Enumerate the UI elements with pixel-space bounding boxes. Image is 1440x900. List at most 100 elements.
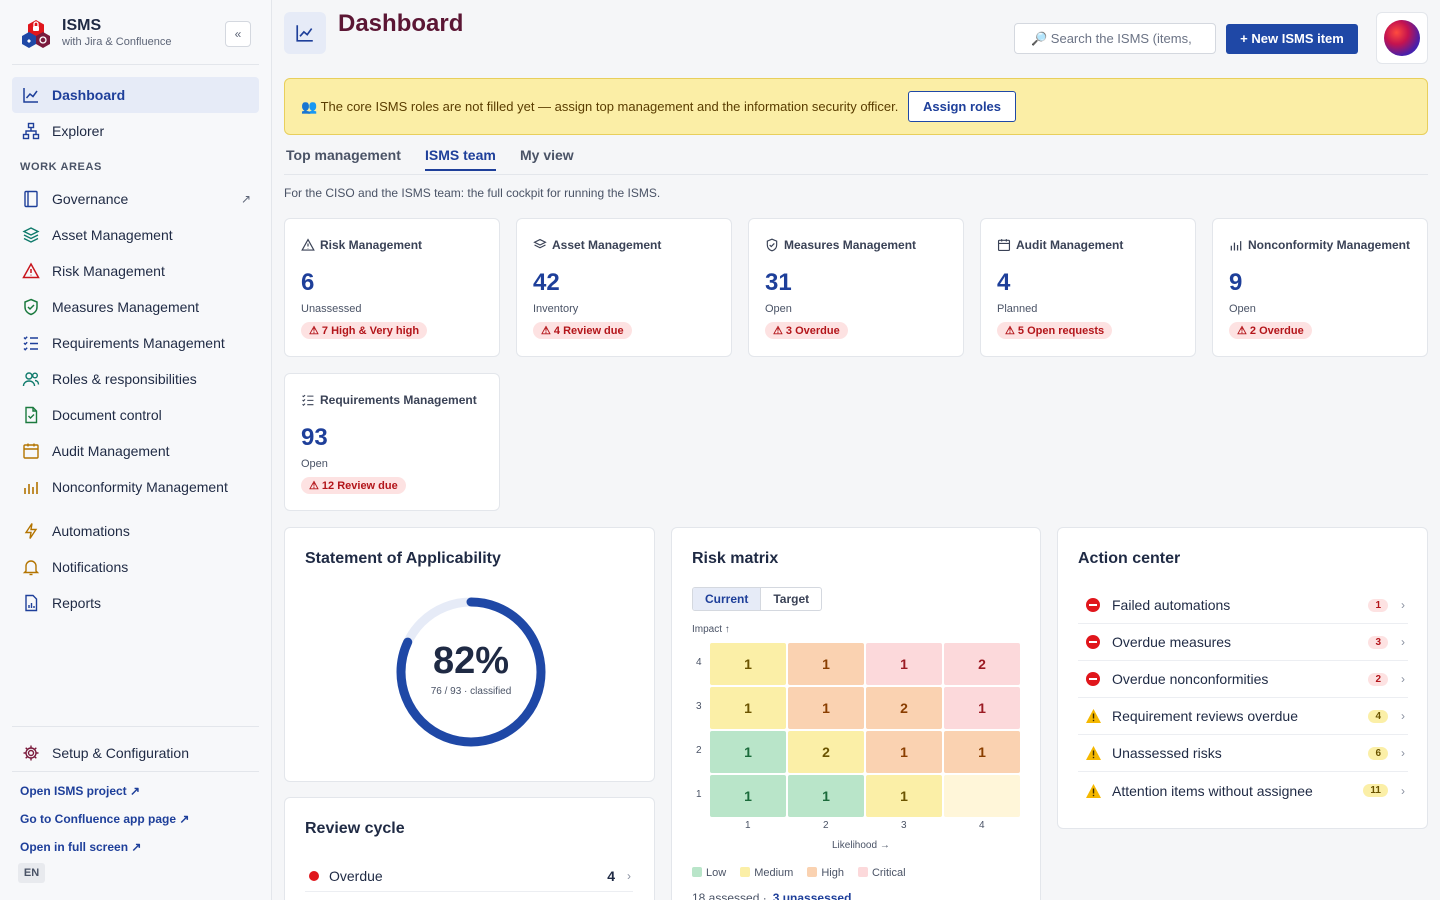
risk-cell[interactable]: 1 [710, 731, 786, 773]
no-entry-icon [1084, 670, 1102, 688]
kpi-requirements-management[interactable]: Requirements Management 93 Open ⚠ 12 Rev… [284, 373, 500, 511]
nav-dashboard[interactable]: Dashboard [12, 77, 259, 113]
kpi-alert-badge[interactable]: ⚠ 12 Review due [301, 477, 406, 494]
tab-isms-team[interactable]: ISMS team [425, 147, 496, 171]
kpi-asset-management[interactable]: Asset Management 42 Inventory ⚠ 4 Review… [516, 218, 732, 357]
nav-explorer[interactable]: Explorer [12, 113, 259, 149]
kpi-alert-badge[interactable]: ⚠ 2 Overdue [1229, 322, 1312, 339]
open-isms-project-link[interactable]: Open ISMS project ↗ [20, 784, 141, 798]
tab-top-management[interactable]: Top management [286, 147, 401, 163]
nav-roles-responsibilities[interactable]: Roles & responsibilities [12, 361, 259, 397]
risk-cell[interactable]: 2 [788, 731, 864, 773]
divider [12, 771, 259, 772]
nav-setup-configuration[interactable]: Setup & Configuration [12, 735, 259, 771]
tab-underline-rule [284, 174, 1428, 175]
kpi-alert-badge[interactable]: ⚠ 5 Open requests [997, 322, 1113, 339]
risk-summary: 18 assessed · 3 unassessed [692, 891, 851, 900]
kpi-audit-management[interactable]: Audit Management 4 Planned ⚠ 5 Open requ… [980, 218, 1196, 357]
risk-cell[interactable] [944, 775, 1020, 817]
chevron-right-icon: › [1401, 598, 1405, 612]
kpi-title: Asset Management [552, 237, 662, 252]
confluence-app-page-link[interactable]: Go to Confluence app page ↗ [20, 812, 190, 826]
kpi-title: Requirements Management [320, 392, 477, 407]
risk-cell[interactable]: 1 [944, 731, 1020, 773]
assign-roles-button[interactable]: Assign roles [908, 91, 1016, 122]
user-menu[interactable] [1376, 12, 1428, 64]
kpi-caption: Inventory [533, 303, 579, 315]
risk-cell[interactable]: 1 [866, 643, 942, 685]
checklist-icon [301, 392, 316, 407]
collapse-sidebar-button[interactable]: « [225, 21, 251, 47]
action-count-badge: 3 [1368, 635, 1388, 649]
action-item[interactable]: Attention items without assignee 11 › [1078, 772, 1408, 809]
action-count-badge: 4 [1368, 709, 1388, 723]
kpi-value: 6 [301, 269, 315, 296]
nav-reports[interactable]: Reports [12, 585, 259, 621]
risk-cell[interactable]: 2 [866, 687, 942, 729]
risk-cell[interactable]: 1 [710, 643, 786, 685]
action-item[interactable]: Overdue nonconformities 2 › [1078, 661, 1408, 698]
search-box[interactable] [1014, 23, 1216, 54]
banner-text: 👥 The core ISMS roles are not filled yet… [301, 99, 899, 114]
shield-check-icon [21, 297, 41, 317]
risk-cell[interactable]: 1 [710, 687, 786, 729]
toggle-target[interactable]: Target [773, 592, 810, 606]
risk-cell[interactable]: 1 [866, 731, 942, 773]
nav-risk-management[interactable]: Risk Management [12, 253, 259, 289]
action-count-badge: 11 [1363, 784, 1388, 797]
kpi-alert-badge[interactable]: ⚠ 3 Overdue [765, 322, 848, 339]
search-input[interactable] [1031, 31, 1191, 46]
kpi-nonconformity-management[interactable]: Nonconformity Management 9 Open ⚠ 2 Over… [1212, 218, 1428, 357]
action-label: Attention items without assignee [1112, 782, 1313, 799]
tab-my-view[interactable]: My view [520, 147, 574, 163]
nav-automations[interactable]: Automations [12, 513, 259, 549]
nav-requirements-management[interactable]: Requirements Management [12, 325, 259, 361]
sidebar: ISMS with Jira & Confluence « Dashboard … [0, 0, 272, 900]
action-item[interactable]: Unassessed risks 6 › [1078, 735, 1408, 772]
nav-audit-management[interactable]: Audit Management [12, 433, 259, 469]
nav-governance[interactable]: Governance ↗ [12, 181, 259, 217]
bar-chart-icon [21, 477, 41, 497]
new-isms-item-button[interactable]: + New ISMS item [1226, 24, 1358, 54]
language-switch[interactable]: EN [18, 863, 45, 883]
no-entry-icon [1084, 596, 1102, 614]
app-name: ISMS [62, 17, 102, 34]
risk-cell[interactable]: 1 [788, 643, 864, 685]
action-item[interactable]: Requirement reviews overdue 4 › [1078, 698, 1408, 735]
warning-triangle-icon [21, 261, 41, 281]
brand[interactable]: ISMS with Jira & Confluence [20, 14, 260, 54]
unassessed-link[interactable]: 3 unassessed [772, 891, 852, 900]
risk-cell[interactable]: 1 [788, 687, 864, 729]
legend-item: Low [692, 867, 726, 879]
risk-cell[interactable]: 1 [710, 775, 786, 817]
full-screen-link[interactable]: Open in full screen ↗ [20, 840, 142, 854]
review-row-overdue[interactable]: Overdue 4 › [305, 860, 633, 892]
action-item[interactable]: Failed automations 1 › [1078, 587, 1408, 624]
kpi-measures-management[interactable]: Measures Management 31 Open ⚠ 3 Overdue [748, 218, 964, 357]
legend-item: High [807, 867, 844, 879]
nav-label: Automations [52, 523, 130, 539]
soa-donut[interactable]: 82% 76 / 93 · classified [393, 594, 549, 750]
nav-nonconformity-management[interactable]: Nonconformity Management [12, 469, 259, 505]
kpi-alert-badge[interactable]: ⚠ 7 High & Very high [301, 322, 428, 339]
nav-label: Setup & Configuration [52, 745, 189, 761]
action-item[interactable]: Overdue measures 3 › [1078, 624, 1408, 661]
risk-cell[interactable]: 1 [866, 775, 942, 817]
nav-measures-management[interactable]: Measures Management [12, 289, 259, 325]
warning-icon [1084, 744, 1102, 762]
risk-cell[interactable]: 1 [788, 775, 864, 817]
kpi-title: Audit Management [1016, 237, 1124, 252]
soa-percent: 82% [432, 640, 510, 682]
risk-cell[interactable]: 2 [944, 643, 1020, 685]
nav-asset-management[interactable]: Asset Management [12, 217, 259, 253]
assessed-count: 18 assessed · [692, 891, 767, 900]
bar-chart-icon [1229, 237, 1244, 252]
legend-item: Critical [857, 867, 906, 879]
kpi-alert-badge[interactable]: ⚠ 4 Review due [533, 322, 632, 339]
nav-notifications[interactable]: Notifications [12, 549, 259, 585]
toggle-current[interactable]: Current [693, 588, 762, 610]
risk-cell[interactable]: 1 [944, 687, 1020, 729]
panel-title: Risk matrix [692, 550, 779, 567]
kpi-risk-management[interactable]: Risk Management 6 Unassessed ⚠ 7 High & … [284, 218, 500, 357]
nav-document-control[interactable]: Document control [12, 397, 259, 433]
